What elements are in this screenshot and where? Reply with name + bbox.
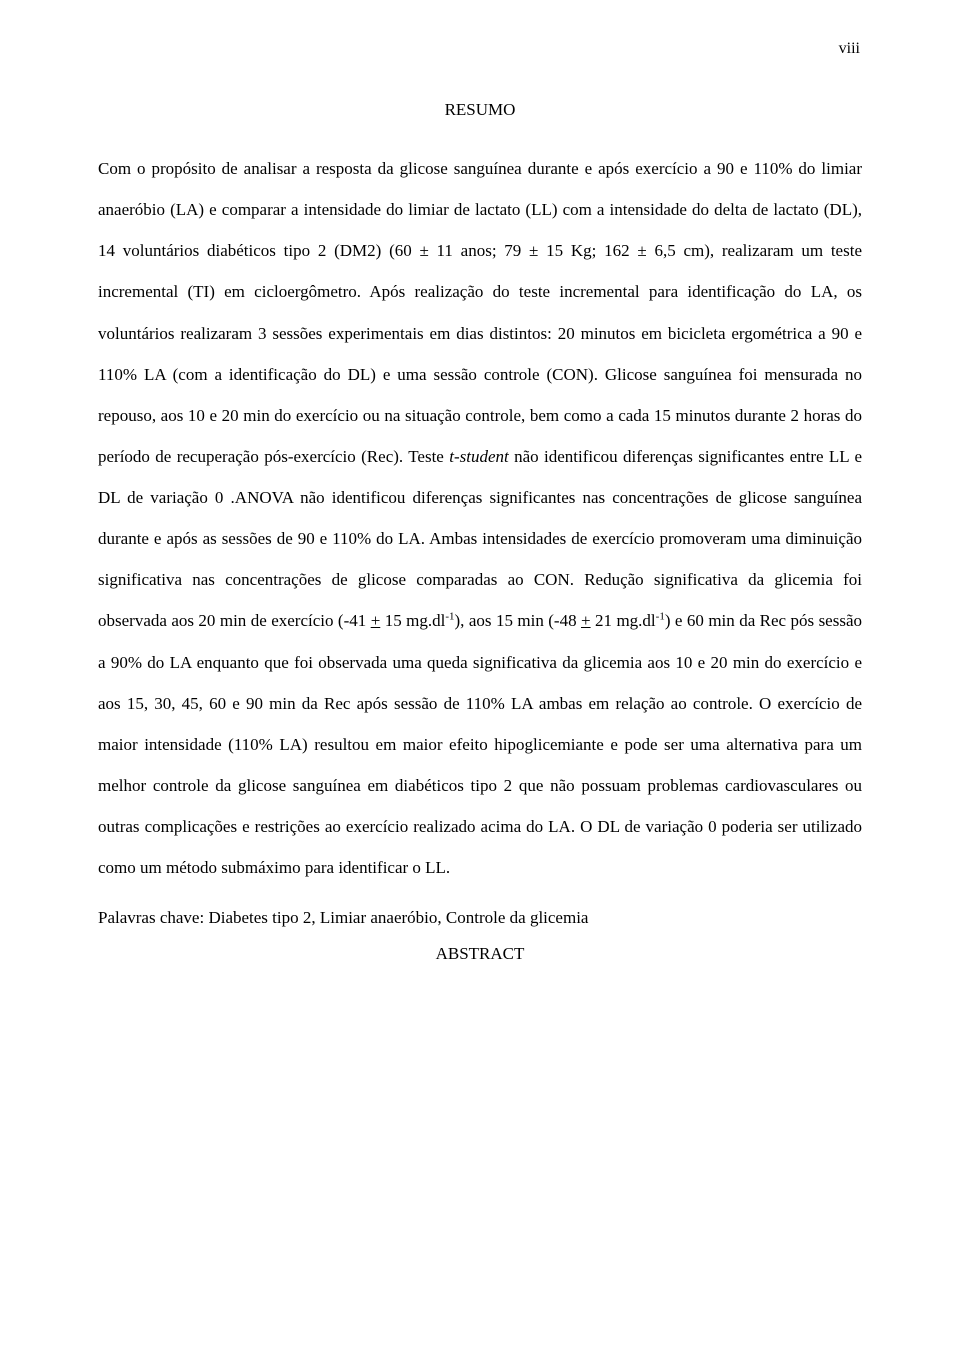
body-segment-f: ) e 60 min da Rec pós sessão a 90% do LA…	[98, 611, 862, 877]
resumo-heading: RESUMO	[98, 100, 862, 120]
page-number: viii	[839, 40, 860, 58]
keywords-line: Palavras chave: Diabetes tipo 2, Limiar …	[98, 898, 862, 939]
body-plusminus-1: +	[371, 611, 381, 630]
resumo-body: Com o propósito de analisar a resposta d…	[98, 148, 862, 888]
body-sup-1: -1	[445, 611, 454, 623]
body-plusminus-2: +	[581, 611, 591, 630]
body-segment-b: não identificou diferenças significantes…	[98, 447, 862, 631]
body-segment-a: Com o propósito de analisar a resposta d…	[98, 159, 862, 466]
body-segment-e: 21 mg.dl	[591, 611, 656, 630]
body-segment-d: ), aos 15 min (-48	[455, 611, 581, 630]
abstract-heading: ABSTRACT	[98, 944, 862, 964]
body-segment-c: 15 mg.dl	[380, 611, 445, 630]
body-sup-2: -1	[656, 611, 665, 623]
body-italic-tstudent: t-student	[449, 447, 509, 466]
